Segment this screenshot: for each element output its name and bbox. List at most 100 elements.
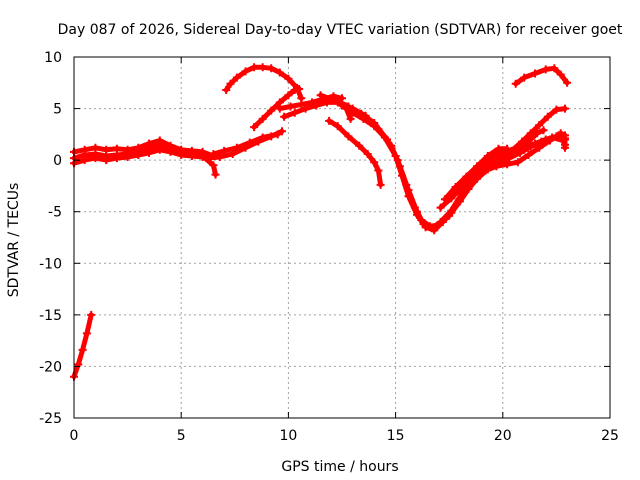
plot-frame <box>73 56 611 419</box>
data-point <box>483 152 492 160</box>
data-point <box>496 154 505 163</box>
data-point <box>561 143 569 152</box>
data-point <box>155 136 164 145</box>
data-point <box>513 144 522 153</box>
data-point <box>561 134 569 143</box>
x-tick-label: 5 <box>177 428 186 444</box>
data-point <box>355 141 364 150</box>
series-tail-22-23h <box>547 132 568 151</box>
data-point <box>250 123 259 132</box>
data-point <box>145 148 153 157</box>
data-point <box>123 153 132 161</box>
data-point <box>561 104 569 113</box>
data-point <box>325 116 334 125</box>
data-point <box>539 126 548 135</box>
data-point <box>552 105 561 114</box>
y-tick-label: 5 <box>53 102 62 118</box>
data-point <box>258 114 267 123</box>
data-point <box>82 329 91 338</box>
data-point <box>387 141 396 150</box>
data-point <box>447 206 456 215</box>
y-tick-label: -25 <box>39 411 62 427</box>
data-point <box>370 158 379 167</box>
data-point <box>245 138 254 147</box>
series-trough-main-c <box>350 106 568 231</box>
data-point <box>526 142 535 151</box>
y-tick-label: -20 <box>39 359 62 375</box>
x-tick-label: 20 <box>494 428 512 444</box>
data-point <box>275 68 284 77</box>
data-point <box>451 183 460 191</box>
data-point <box>346 114 355 123</box>
data-point <box>275 104 284 113</box>
data-point <box>80 145 89 154</box>
y-tick-label: -10 <box>39 256 62 272</box>
data-point <box>102 156 111 165</box>
data-point <box>187 152 196 160</box>
data-point <box>395 162 404 171</box>
data-point <box>226 79 235 88</box>
y-tick-label: 0 <box>53 153 62 169</box>
data-point <box>134 151 143 159</box>
data-point <box>232 73 241 82</box>
x-tick-label: 25 <box>601 428 619 444</box>
data-point <box>440 195 449 204</box>
data-point <box>563 78 572 87</box>
x-tick-label: 10 <box>279 428 297 444</box>
data-point <box>112 144 121 153</box>
data-point <box>503 160 512 169</box>
chart-title: Day 087 of 2026, Sidereal Day-to-day VTE… <box>58 22 623 38</box>
data-point <box>284 74 293 83</box>
data-point <box>80 156 89 165</box>
data-point <box>428 224 436 233</box>
data-point <box>541 65 550 74</box>
y-tick-label: 10 <box>44 50 62 66</box>
data-point <box>209 161 218 170</box>
data-point <box>524 151 533 159</box>
x-tick-label: 15 <box>387 428 405 444</box>
data-point <box>550 64 559 73</box>
data-point <box>494 144 503 153</box>
data-point <box>473 162 482 171</box>
data-point <box>535 121 544 130</box>
axes: 0 5 10 15 20 25 -25 -20 -15 -10 -5 0 5 10 <box>39 50 619 444</box>
data-point <box>273 130 282 139</box>
data-point <box>556 70 565 79</box>
data-point <box>134 143 143 152</box>
data-point <box>535 143 544 152</box>
data-point <box>436 218 445 226</box>
data-point <box>316 91 325 100</box>
data-point <box>177 151 186 159</box>
data-point <box>531 69 539 78</box>
data-point <box>258 133 267 142</box>
data-point <box>361 111 370 120</box>
data-point <box>436 203 445 212</box>
data-point <box>267 64 276 73</box>
y-axis-label: SDTVAR / TECUs <box>6 183 22 298</box>
data-point <box>513 158 522 167</box>
data-point <box>308 98 316 107</box>
data-point <box>280 112 289 121</box>
data-point <box>543 112 552 121</box>
data-point <box>209 150 218 158</box>
data-point <box>74 360 83 369</box>
data-point <box>344 102 353 111</box>
data-point <box>87 310 96 319</box>
data-point <box>166 147 175 156</box>
data-point <box>78 345 87 354</box>
data-point <box>363 150 372 158</box>
data-point <box>404 186 413 195</box>
data-point <box>533 129 542 138</box>
data-point <box>232 143 241 152</box>
x-tick-label: 0 <box>70 428 79 444</box>
y-tick-label: -5 <box>48 205 62 221</box>
data-point <box>503 153 512 161</box>
data-point <box>413 207 421 216</box>
data-point <box>297 100 306 109</box>
data-point <box>102 145 111 154</box>
data-point <box>290 108 299 117</box>
data-point <box>211 170 220 179</box>
data-point <box>344 132 353 141</box>
